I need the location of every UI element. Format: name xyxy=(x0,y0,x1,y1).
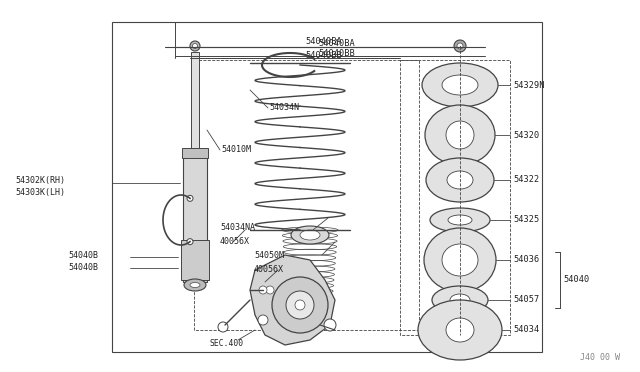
Text: 54040BB: 54040BB xyxy=(318,49,355,58)
Circle shape xyxy=(258,315,268,325)
Ellipse shape xyxy=(430,208,490,232)
Text: 54302K(RH): 54302K(RH) xyxy=(15,176,65,185)
Ellipse shape xyxy=(448,215,472,225)
Text: J40 00 W: J40 00 W xyxy=(580,353,620,362)
Text: 54040BA: 54040BA xyxy=(305,38,342,46)
Ellipse shape xyxy=(432,286,488,314)
Circle shape xyxy=(259,286,267,294)
Circle shape xyxy=(266,286,274,294)
Circle shape xyxy=(193,44,198,48)
Circle shape xyxy=(295,300,305,310)
Circle shape xyxy=(187,195,193,201)
Ellipse shape xyxy=(291,226,329,244)
Ellipse shape xyxy=(184,279,206,291)
Ellipse shape xyxy=(425,105,495,165)
Circle shape xyxy=(187,239,193,245)
Bar xyxy=(191,52,199,152)
Text: 54320: 54320 xyxy=(513,131,540,140)
Text: 54040: 54040 xyxy=(563,276,589,285)
Circle shape xyxy=(218,322,228,332)
Text: 54034NA: 54034NA xyxy=(220,224,255,232)
Ellipse shape xyxy=(422,63,498,107)
Circle shape xyxy=(324,319,336,331)
Text: 54040B: 54040B xyxy=(68,263,98,272)
Polygon shape xyxy=(250,255,335,345)
Circle shape xyxy=(457,43,463,49)
Ellipse shape xyxy=(442,75,478,95)
Circle shape xyxy=(286,291,314,319)
Ellipse shape xyxy=(447,171,473,189)
Text: 54303K(LH): 54303K(LH) xyxy=(15,187,65,196)
Ellipse shape xyxy=(418,300,502,360)
Ellipse shape xyxy=(450,294,470,306)
Text: 54010M: 54010M xyxy=(221,144,251,154)
Text: 40056X: 40056X xyxy=(220,237,250,247)
Circle shape xyxy=(190,41,200,51)
Bar xyxy=(194,60,419,330)
Bar xyxy=(181,240,209,280)
Text: 54050M: 54050M xyxy=(254,250,284,260)
Text: 54325: 54325 xyxy=(513,215,540,224)
Text: 54329N: 54329N xyxy=(513,80,545,90)
Bar xyxy=(183,152,207,282)
Ellipse shape xyxy=(442,244,478,276)
Circle shape xyxy=(272,277,328,333)
Text: 40056X: 40056X xyxy=(254,266,284,275)
Text: 54034: 54034 xyxy=(513,326,540,334)
Text: 54034N: 54034N xyxy=(269,103,299,112)
Bar xyxy=(400,60,510,335)
Text: 54057: 54057 xyxy=(513,295,540,305)
Text: 54322: 54322 xyxy=(513,176,540,185)
Ellipse shape xyxy=(446,318,474,342)
Ellipse shape xyxy=(300,230,320,240)
Ellipse shape xyxy=(446,121,474,149)
Text: 54036: 54036 xyxy=(513,256,540,264)
Bar xyxy=(182,148,208,158)
Text: 54040BA: 54040BA xyxy=(318,39,355,48)
Text: SEC.400: SEC.400 xyxy=(210,340,244,349)
Circle shape xyxy=(454,40,466,52)
Text: 54040B: 54040B xyxy=(68,250,98,260)
Ellipse shape xyxy=(426,158,494,202)
Ellipse shape xyxy=(190,282,200,288)
Bar xyxy=(112,22,542,352)
Ellipse shape xyxy=(424,228,496,292)
Text: 54040BB: 54040BB xyxy=(305,51,342,61)
